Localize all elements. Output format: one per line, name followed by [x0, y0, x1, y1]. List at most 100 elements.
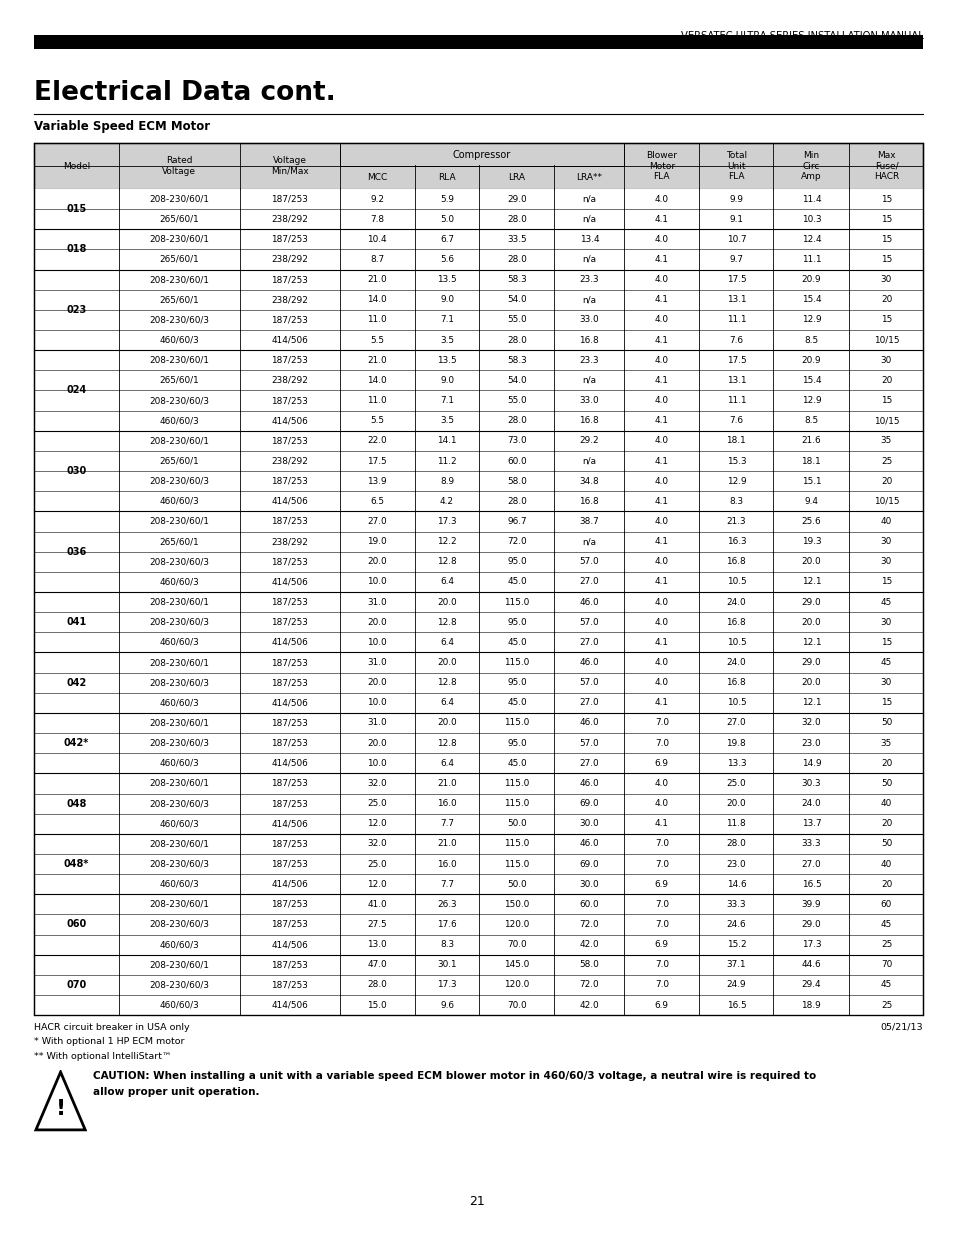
Text: 208-230/60/1: 208-230/60/1 — [149, 436, 209, 446]
Text: 4.0: 4.0 — [654, 315, 668, 325]
Text: 72.0: 72.0 — [507, 537, 526, 546]
Text: 14.9: 14.9 — [801, 758, 821, 768]
Text: 28.0: 28.0 — [507, 215, 526, 224]
Text: 9.0: 9.0 — [439, 375, 454, 385]
Text: 95.0: 95.0 — [507, 618, 526, 626]
Text: 55.0: 55.0 — [507, 315, 526, 325]
Text: 19.8: 19.8 — [726, 739, 745, 747]
Text: 60: 60 — [880, 900, 891, 909]
Text: 208-230/60/3: 208-230/60/3 — [149, 557, 209, 567]
Text: 4.0: 4.0 — [654, 678, 668, 687]
Text: 46.0: 46.0 — [579, 840, 598, 848]
Text: 187/253: 187/253 — [271, 356, 308, 364]
Text: 58.0: 58.0 — [507, 477, 526, 485]
Text: 4.1: 4.1 — [654, 578, 668, 587]
Text: CAUTION: When installing a unit with a variable speed ECM blower motor in 460/60: CAUTION: When installing a unit with a v… — [93, 1071, 816, 1081]
Text: 13.9: 13.9 — [367, 477, 387, 485]
Text: 42.0: 42.0 — [579, 940, 598, 950]
Text: 21.3: 21.3 — [726, 517, 745, 526]
Text: 14.1: 14.1 — [436, 436, 456, 446]
Text: 4.1: 4.1 — [654, 457, 668, 466]
Text: 5.5: 5.5 — [370, 416, 384, 425]
Bar — [34, 370, 923, 390]
Text: 6.9: 6.9 — [654, 758, 668, 768]
Text: 238/292: 238/292 — [271, 295, 308, 304]
Bar — [34, 269, 923, 290]
Text: 17.5: 17.5 — [726, 356, 745, 364]
Text: 23.0: 23.0 — [801, 739, 821, 747]
Text: 40: 40 — [880, 799, 891, 808]
Bar — [34, 935, 923, 955]
Bar — [34, 572, 923, 592]
Bar — [34, 492, 923, 511]
Bar — [340, 144, 622, 164]
Text: 048: 048 — [66, 799, 87, 809]
Text: 208-230/60/1: 208-230/60/1 — [149, 719, 209, 727]
Text: 4.0: 4.0 — [654, 658, 668, 667]
Text: 20: 20 — [880, 758, 891, 768]
Bar — [34, 853, 923, 874]
Text: 15: 15 — [880, 195, 891, 204]
Text: ** With optional IntelliStart™: ** With optional IntelliStart™ — [34, 1052, 172, 1061]
Text: 44.6: 44.6 — [801, 961, 821, 969]
Text: 54.0: 54.0 — [507, 295, 526, 304]
Text: 33.3: 33.3 — [726, 900, 745, 909]
Text: 150.0: 150.0 — [504, 900, 529, 909]
Text: 20: 20 — [880, 477, 891, 485]
Text: 7.0: 7.0 — [654, 840, 668, 848]
Bar — [34, 552, 923, 572]
Text: 265/60/1: 265/60/1 — [159, 215, 199, 224]
Text: 16.0: 16.0 — [436, 799, 456, 808]
Text: 018: 018 — [66, 245, 87, 254]
Text: 72.0: 72.0 — [579, 981, 598, 989]
Text: 7.7: 7.7 — [439, 819, 454, 829]
Text: 27.0: 27.0 — [579, 698, 598, 708]
Text: 32.0: 32.0 — [367, 840, 387, 848]
Text: 12.2: 12.2 — [436, 537, 456, 546]
Text: 4.0: 4.0 — [654, 356, 668, 364]
Text: 24.6: 24.6 — [726, 920, 745, 929]
Text: 30: 30 — [880, 557, 891, 567]
Polygon shape — [36, 1072, 85, 1130]
Text: 115.0: 115.0 — [504, 860, 529, 868]
Text: 10.7: 10.7 — [726, 235, 745, 243]
Text: 9.1: 9.1 — [729, 215, 742, 224]
Text: Voltage
Min/Max: Voltage Min/Max — [271, 157, 309, 175]
Text: 12.0: 12.0 — [367, 879, 387, 889]
Text: 14.0: 14.0 — [367, 295, 387, 304]
Text: 5.0: 5.0 — [439, 215, 454, 224]
Text: 15.1: 15.1 — [801, 477, 821, 485]
Bar — [34, 874, 923, 894]
Text: 460/60/3: 460/60/3 — [159, 336, 199, 345]
Text: 28.0: 28.0 — [726, 840, 745, 848]
Text: 115.0: 115.0 — [504, 779, 529, 788]
Text: 12.1: 12.1 — [801, 698, 821, 708]
Text: 30.0: 30.0 — [579, 819, 598, 829]
Text: 9.6: 9.6 — [439, 1000, 454, 1009]
Text: 05/21/13: 05/21/13 — [880, 1023, 923, 1031]
Text: 145.0: 145.0 — [504, 961, 529, 969]
Text: 187/253: 187/253 — [271, 195, 308, 204]
Bar — [34, 531, 923, 552]
Text: 238/292: 238/292 — [271, 375, 308, 385]
Text: 13.1: 13.1 — [726, 295, 745, 304]
Text: 29.2: 29.2 — [579, 436, 598, 446]
Text: 16.8: 16.8 — [726, 618, 745, 626]
Text: MCC: MCC — [367, 173, 387, 182]
Text: 12.9: 12.9 — [801, 315, 821, 325]
Text: 030: 030 — [67, 466, 87, 475]
Bar — [34, 894, 923, 914]
Text: 12.8: 12.8 — [436, 618, 456, 626]
Text: 187/253: 187/253 — [271, 598, 308, 606]
Text: 9.0: 9.0 — [439, 295, 454, 304]
Text: 208-230/60/3: 208-230/60/3 — [149, 678, 209, 687]
Text: 11.2: 11.2 — [436, 457, 456, 466]
Text: 6.4: 6.4 — [439, 758, 454, 768]
Text: 238/292: 238/292 — [271, 537, 308, 546]
Text: 6.7: 6.7 — [439, 235, 454, 243]
Text: 22.0: 22.0 — [367, 436, 387, 446]
Text: 17.3: 17.3 — [436, 517, 456, 526]
Text: 30: 30 — [880, 618, 891, 626]
Text: 8.5: 8.5 — [803, 416, 818, 425]
Text: 31.0: 31.0 — [367, 719, 387, 727]
